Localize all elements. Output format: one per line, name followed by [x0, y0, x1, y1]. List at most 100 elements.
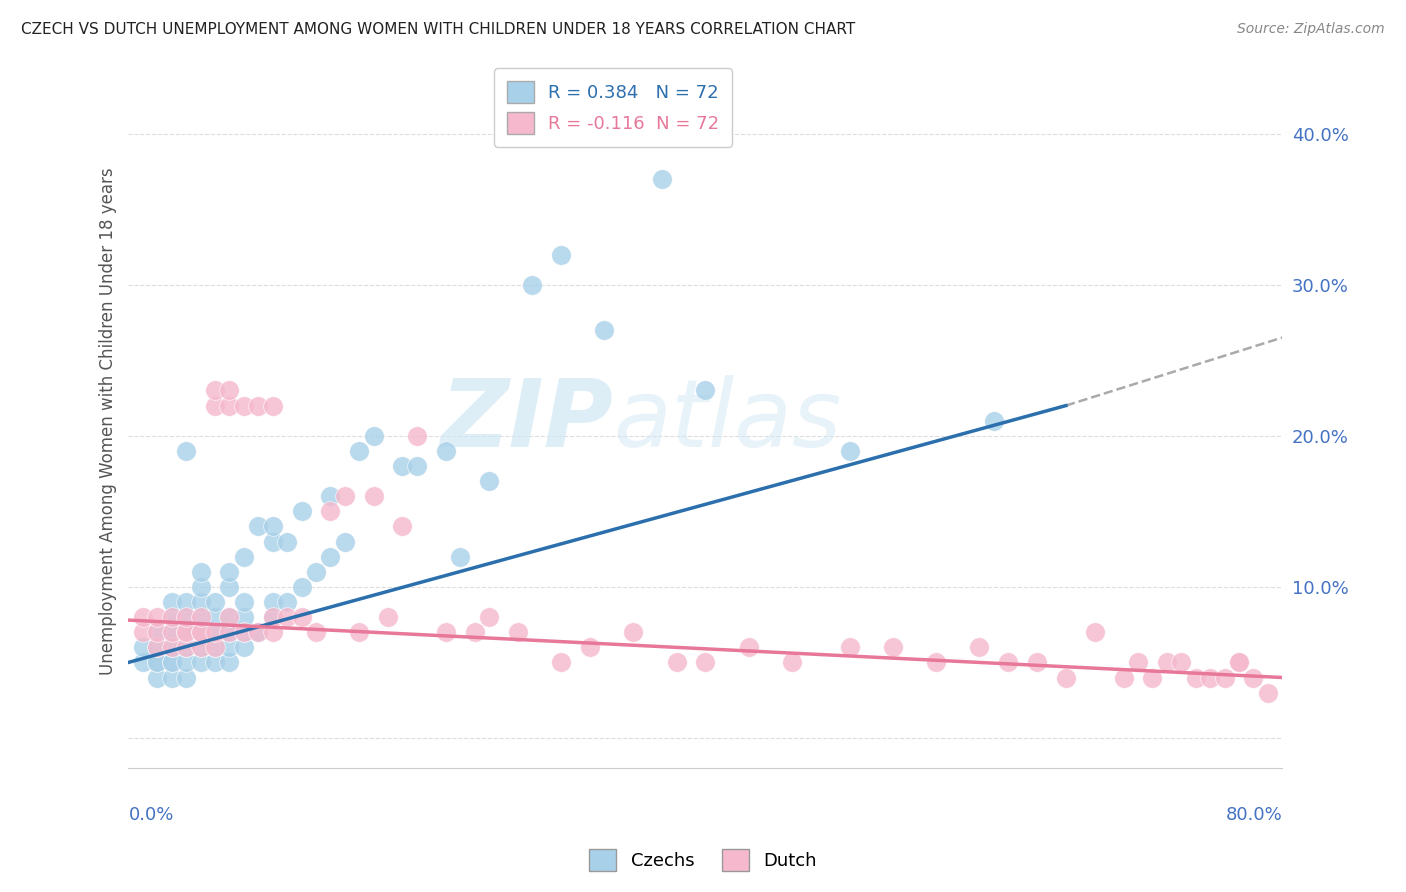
Point	[550, 247, 572, 261]
Point	[1026, 656, 1049, 670]
Point	[319, 489, 342, 503]
Text: atlas: atlas	[613, 376, 841, 467]
Point	[1241, 671, 1264, 685]
Point	[319, 504, 342, 518]
Legend: R = 0.384   N = 72, R = -0.116  N = 72: R = 0.384 N = 72, R = -0.116 N = 72	[494, 69, 733, 146]
Point	[204, 640, 226, 655]
Point	[969, 640, 991, 655]
Y-axis label: Unemployment Among Women with Children Under 18 years: Unemployment Among Women with Children U…	[100, 167, 117, 674]
Point	[1227, 656, 1250, 670]
Point	[247, 625, 270, 640]
Point	[925, 656, 948, 670]
Point	[232, 625, 254, 640]
Point	[276, 610, 298, 624]
Point	[218, 625, 240, 640]
Point	[290, 610, 312, 624]
Point	[204, 384, 226, 398]
Point	[363, 489, 385, 503]
Point	[190, 625, 212, 640]
Point	[160, 671, 183, 685]
Point	[478, 474, 501, 488]
Text: Source: ZipAtlas.com: Source: ZipAtlas.com	[1237, 22, 1385, 37]
Point	[174, 625, 197, 640]
Point	[218, 625, 240, 640]
Point	[204, 399, 226, 413]
Point	[247, 625, 270, 640]
Point	[146, 656, 169, 670]
Point	[146, 640, 169, 655]
Point	[204, 656, 226, 670]
Point	[232, 640, 254, 655]
Point	[1054, 671, 1077, 685]
Legend: Czechs, Dutch: Czechs, Dutch	[582, 842, 824, 879]
Point	[160, 656, 183, 670]
Point	[1170, 656, 1192, 670]
Point	[160, 625, 183, 640]
Point	[449, 549, 471, 564]
Point	[174, 443, 197, 458]
Point	[190, 625, 212, 640]
Text: CZECH VS DUTCH UNEMPLOYMENT AMONG WOMEN WITH CHILDREN UNDER 18 YEARS CORRELATION: CZECH VS DUTCH UNEMPLOYMENT AMONG WOMEN …	[21, 22, 855, 37]
Point	[1084, 625, 1107, 640]
Point	[305, 625, 328, 640]
Point	[204, 625, 226, 640]
Point	[132, 610, 155, 624]
Point	[737, 640, 759, 655]
Point	[651, 172, 673, 186]
Point	[434, 443, 457, 458]
Point	[132, 656, 155, 670]
Point	[695, 384, 717, 398]
Point	[347, 625, 370, 640]
Point	[190, 640, 212, 655]
Point	[262, 625, 284, 640]
Point	[1156, 656, 1178, 670]
Point	[218, 610, 240, 624]
Point	[160, 640, 183, 655]
Point	[1213, 671, 1236, 685]
Point	[218, 384, 240, 398]
Point	[406, 429, 429, 443]
Point	[319, 549, 342, 564]
Point	[190, 595, 212, 609]
Point	[247, 399, 270, 413]
Point	[391, 519, 413, 533]
Point	[190, 640, 212, 655]
Point	[232, 549, 254, 564]
Point	[262, 610, 284, 624]
Point	[621, 625, 644, 640]
Point	[132, 640, 155, 655]
Point	[305, 565, 328, 579]
Point	[1257, 685, 1279, 699]
Point	[333, 489, 356, 503]
Point	[190, 610, 212, 624]
Point	[1227, 656, 1250, 670]
Point	[882, 640, 904, 655]
Point	[218, 399, 240, 413]
Point	[174, 625, 197, 640]
Point	[218, 656, 240, 670]
Point	[506, 625, 529, 640]
Point	[174, 610, 197, 624]
Point	[377, 610, 399, 624]
Point	[290, 580, 312, 594]
Point	[983, 414, 1005, 428]
Point	[146, 625, 169, 640]
Point	[204, 640, 226, 655]
Point	[160, 640, 183, 655]
Point	[232, 625, 254, 640]
Point	[363, 429, 385, 443]
Point	[160, 625, 183, 640]
Point	[190, 580, 212, 594]
Point	[1112, 671, 1135, 685]
Point	[665, 656, 688, 670]
Point	[146, 640, 169, 655]
Point	[232, 595, 254, 609]
Point	[276, 534, 298, 549]
Point	[232, 610, 254, 624]
Point	[1126, 656, 1149, 670]
Point	[146, 625, 169, 640]
Point	[593, 323, 616, 337]
Point	[478, 610, 501, 624]
Point	[290, 504, 312, 518]
Point	[391, 458, 413, 473]
